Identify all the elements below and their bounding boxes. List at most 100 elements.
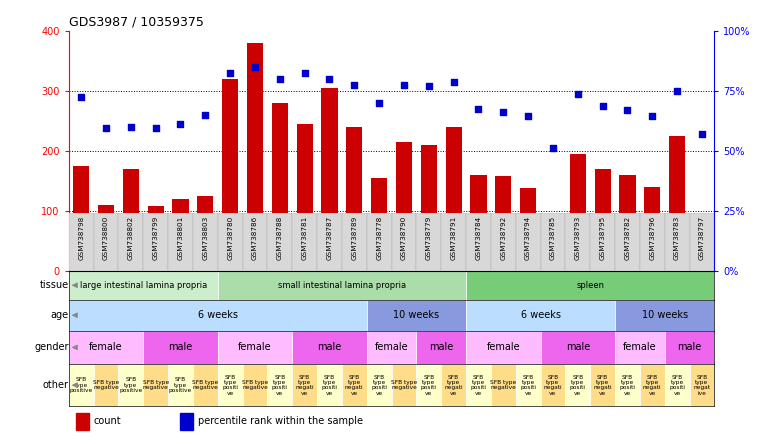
Bar: [466, 213, 491, 271]
Text: GSM738793: GSM738793: [575, 216, 581, 260]
Bar: [665, 213, 690, 271]
Text: small intestinal lamina propria: small intestinal lamina propria: [278, 281, 406, 290]
Bar: [615, 331, 665, 364]
Point: [125, 123, 137, 131]
Bar: [69, 213, 93, 271]
Bar: [342, 364, 367, 406]
Bar: [591, 364, 615, 406]
Bar: [94, 364, 118, 406]
Bar: [545, 217, 561, 271]
Text: GSM738789: GSM738789: [351, 216, 358, 260]
Bar: [690, 270, 714, 271]
Bar: [69, 271, 218, 300]
Bar: [640, 364, 665, 406]
Bar: [267, 364, 293, 406]
Bar: [669, 136, 685, 271]
Bar: [147, 206, 163, 271]
Point: [621, 107, 633, 114]
Text: SFB type
negative: SFB type negative: [391, 380, 417, 390]
Text: GSM738796: GSM738796: [649, 216, 656, 260]
Bar: [570, 154, 586, 271]
Bar: [591, 270, 615, 271]
Bar: [594, 169, 610, 271]
Text: GSM738780: GSM738780: [227, 216, 233, 260]
Point: [100, 125, 112, 132]
Point: [696, 131, 708, 138]
Bar: [218, 213, 243, 271]
Text: SFB
type
positi
ve: SFB type positi ve: [322, 375, 338, 396]
Text: GSM738792: GSM738792: [500, 216, 507, 260]
Text: GSM738798: GSM738798: [78, 216, 84, 260]
Text: 6 weeks: 6 weeks: [520, 310, 561, 320]
Bar: [168, 270, 193, 271]
Text: SFB
type
negati
ve: SFB type negati ve: [544, 375, 562, 396]
Bar: [69, 300, 367, 331]
Point: [646, 113, 659, 120]
Text: SFB type
negative: SFB type negative: [93, 380, 119, 390]
Bar: [69, 331, 144, 364]
Text: GSM738795: GSM738795: [600, 216, 606, 260]
Text: spleen: spleen: [576, 281, 604, 290]
Bar: [615, 364, 640, 406]
Bar: [690, 213, 714, 271]
Text: male: male: [317, 342, 342, 353]
Bar: [491, 213, 516, 271]
Text: female: female: [238, 342, 272, 353]
Bar: [218, 331, 293, 364]
Bar: [342, 213, 367, 271]
Text: male: male: [678, 342, 701, 353]
Bar: [392, 364, 416, 406]
Text: 10 weeks: 10 weeks: [393, 310, 439, 320]
Bar: [144, 331, 218, 364]
Bar: [76, 413, 89, 430]
Text: age: age: [50, 310, 69, 320]
Bar: [565, 213, 591, 271]
Text: male: male: [429, 342, 453, 353]
Bar: [317, 270, 342, 271]
Text: SFB
type
positive: SFB type positive: [119, 377, 142, 393]
Text: female: female: [487, 342, 520, 353]
Bar: [640, 270, 665, 271]
Bar: [144, 364, 168, 406]
Bar: [520, 188, 536, 271]
Text: SFB
type
positi
ve: SFB type positi ve: [520, 375, 536, 396]
Bar: [243, 213, 267, 271]
Bar: [193, 213, 218, 271]
Bar: [193, 270, 218, 271]
Bar: [620, 175, 636, 271]
Text: GSM738787: GSM738787: [326, 216, 332, 260]
Point: [224, 70, 236, 77]
Point: [323, 75, 335, 83]
Bar: [591, 213, 615, 271]
Bar: [644, 187, 660, 271]
Bar: [392, 270, 416, 271]
Bar: [445, 127, 461, 271]
Text: GSM738783: GSM738783: [674, 216, 680, 260]
Bar: [421, 145, 437, 271]
Bar: [317, 364, 342, 406]
Bar: [218, 271, 466, 300]
Bar: [466, 270, 491, 271]
Text: male: male: [168, 342, 193, 353]
Bar: [118, 270, 144, 271]
Bar: [442, 270, 466, 271]
Bar: [416, 213, 442, 271]
Text: SFB
type
negati
ve: SFB type negati ve: [296, 375, 314, 396]
Bar: [565, 364, 591, 406]
Text: GSM738800: GSM738800: [103, 216, 109, 260]
Bar: [516, 364, 541, 406]
Text: percentile rank within the sample: percentile rank within the sample: [198, 416, 363, 426]
Bar: [118, 364, 144, 406]
Bar: [367, 331, 416, 364]
Bar: [367, 364, 392, 406]
Bar: [69, 364, 93, 406]
Bar: [416, 270, 442, 271]
Text: count: count: [93, 416, 121, 426]
Bar: [267, 270, 293, 271]
Text: female: female: [374, 342, 409, 353]
Point: [398, 82, 410, 89]
Text: GSM738779: GSM738779: [426, 216, 432, 260]
Bar: [416, 331, 466, 364]
Bar: [491, 270, 516, 271]
Text: GSM738801: GSM738801: [177, 216, 183, 260]
